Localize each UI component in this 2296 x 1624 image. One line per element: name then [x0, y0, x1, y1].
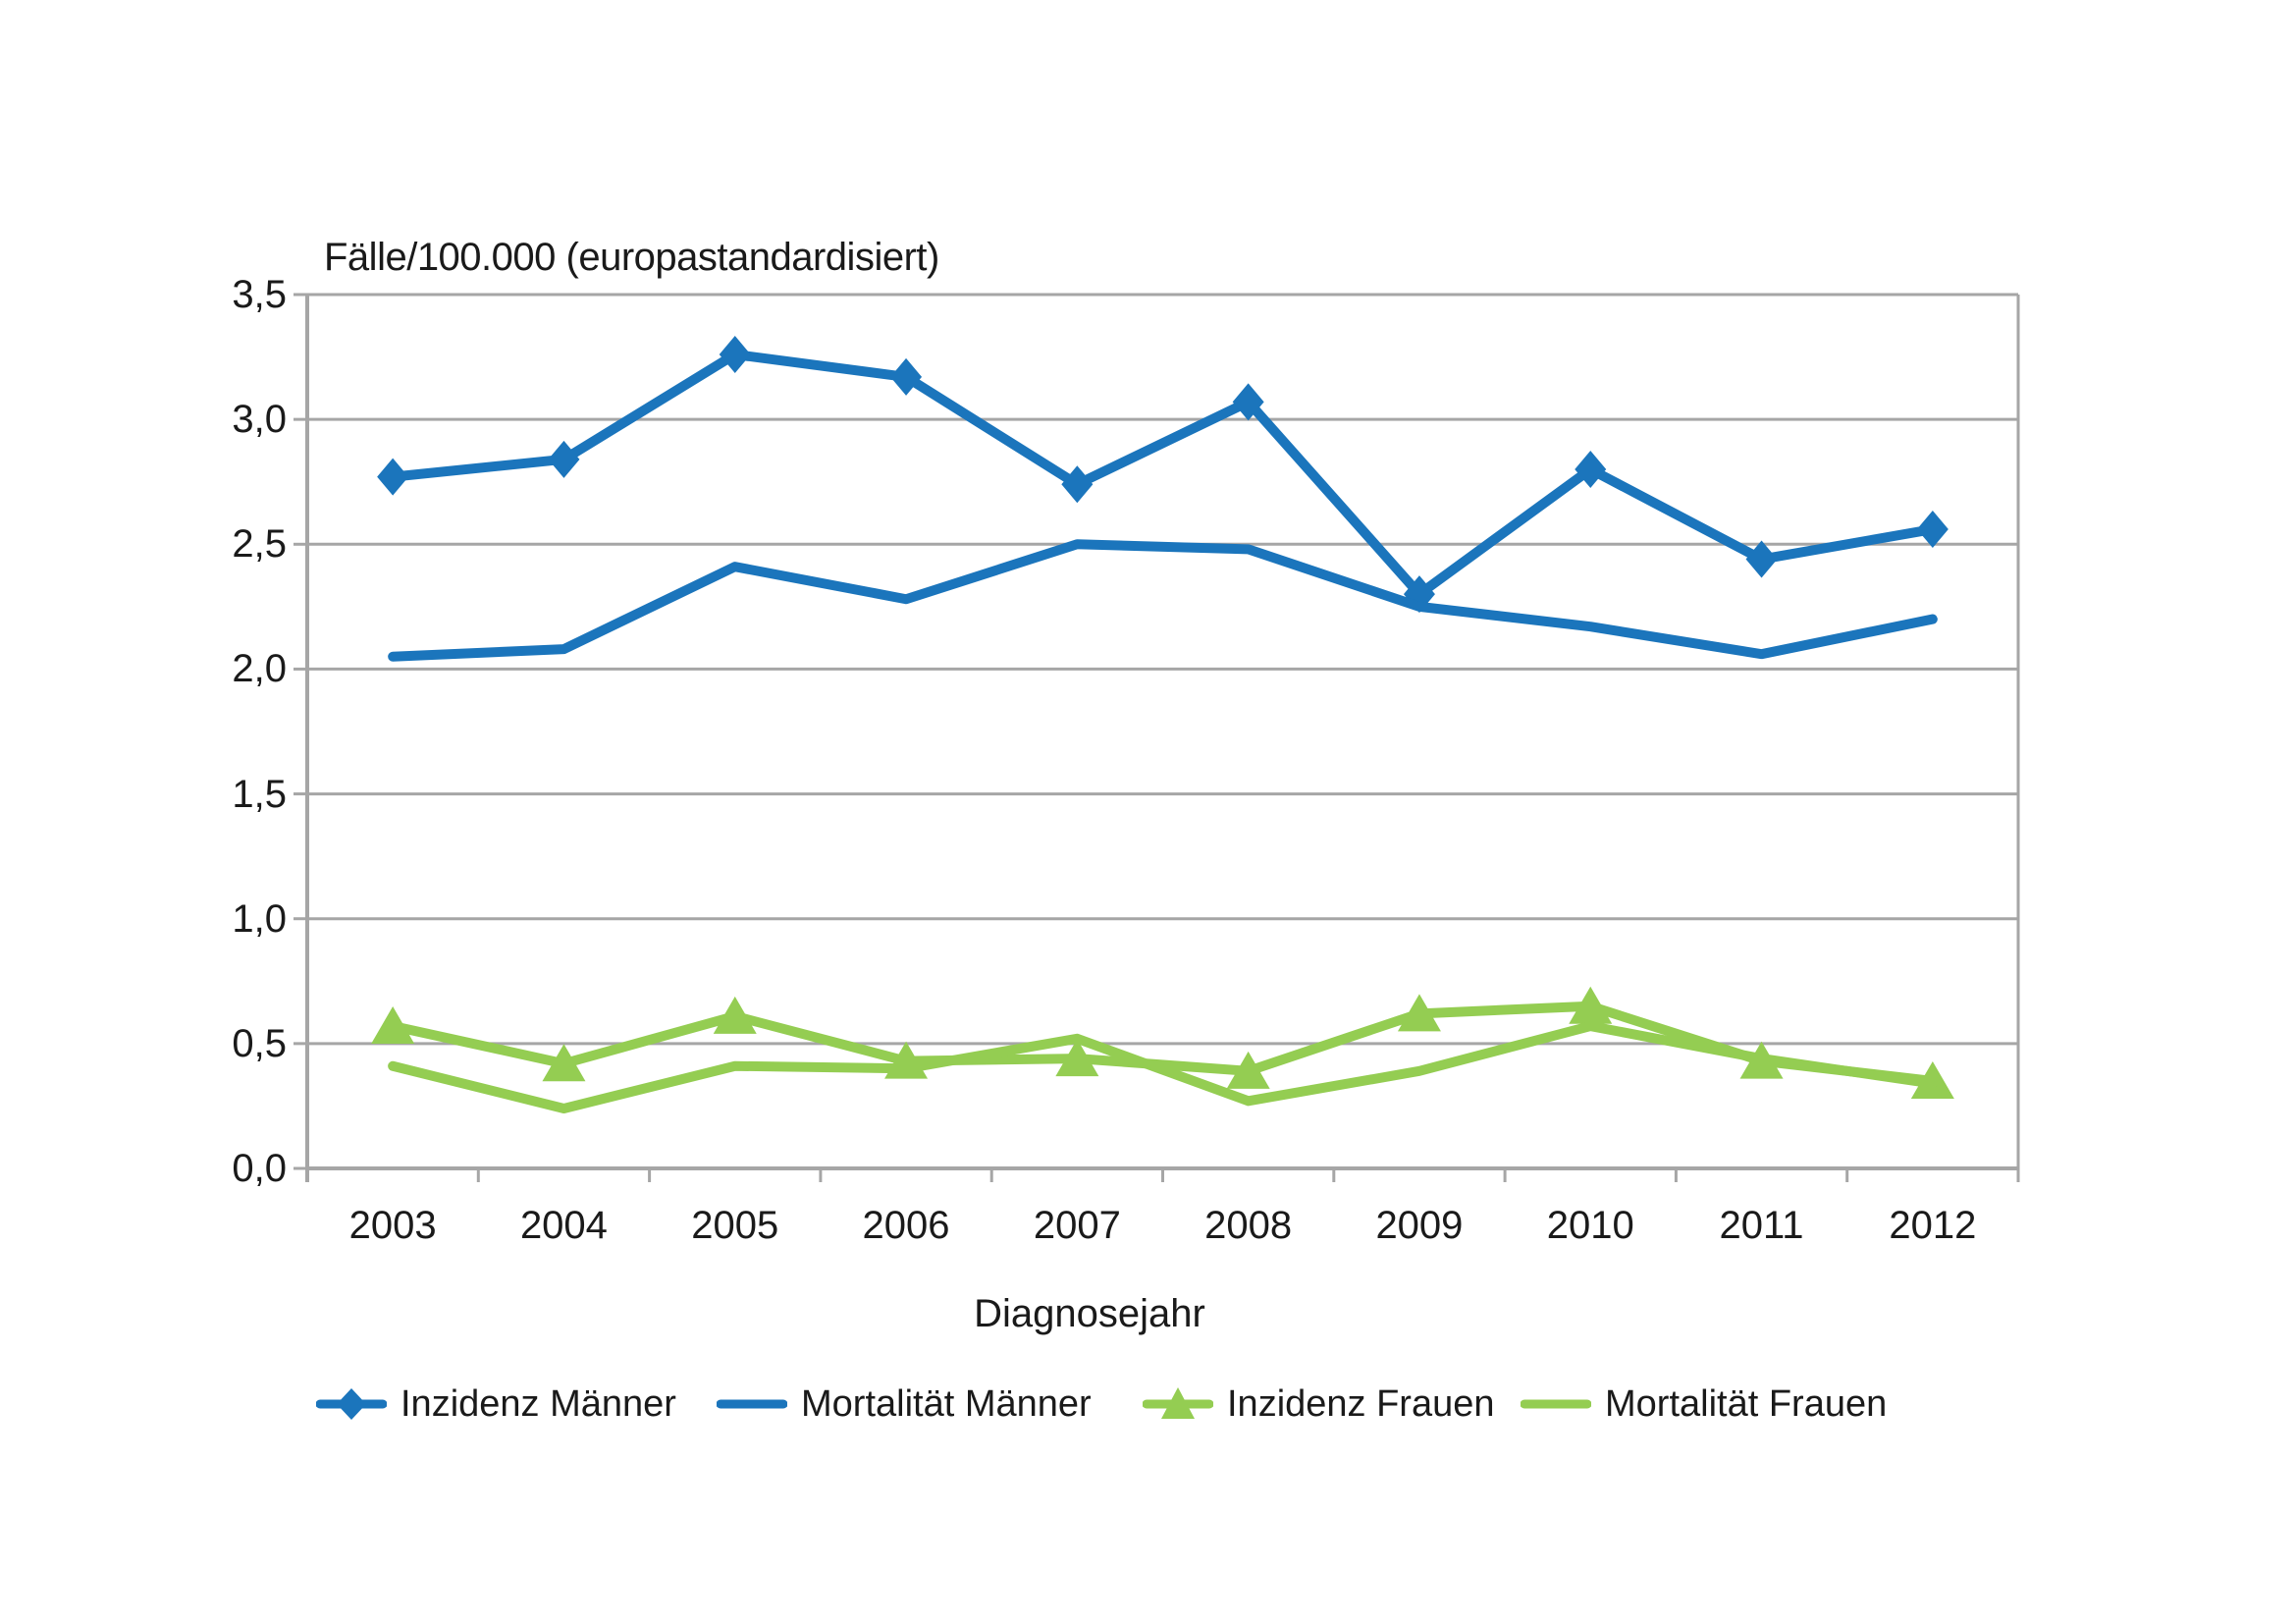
series-line-inzidenz-maenner — [388, 350, 1938, 600]
y-axis-tick-label: 2,5 — [232, 522, 287, 567]
data-point-marker-inzidenz-maenner — [1575, 451, 1607, 488]
x-axis-tick-label-2003: 2003 — [348, 1204, 437, 1247]
data-point-marker-inzidenz-frauen — [1055, 1039, 1099, 1077]
data-point-marker-inzidenz-maenner — [1745, 540, 1778, 578]
data-point-marker-inzidenz-frauen — [542, 1044, 586, 1082]
series-line-mortalitaet-frauen — [388, 1021, 1938, 1113]
chart-title: Fälle/100.000 (europastandardisiert) — [324, 236, 939, 279]
x-axis-tick-label-2010: 2010 — [1546, 1204, 1634, 1247]
data-point-marker-inzidenz-frauen — [713, 996, 757, 1034]
x-axis-tick-label-2007: 2007 — [1033, 1204, 1121, 1247]
x-axis-tick-label-2009: 2009 — [1375, 1204, 1464, 1247]
data-point-marker-inzidenz-maenner — [1232, 383, 1264, 421]
x-axis-tick-label-2006: 2006 — [862, 1204, 950, 1247]
y-axis-tick-label: 3,0 — [232, 398, 287, 442]
data-point-marker-inzidenz-frauen — [371, 1006, 415, 1045]
x-axis-tick-label-2004: 2004 — [519, 1204, 608, 1247]
x-axis-tick-label-2011: 2011 — [1719, 1204, 1804, 1247]
x-axis-title: Diagnosejahr — [974, 1292, 1205, 1335]
y-axis-tick-label: 2,0 — [232, 647, 287, 691]
data-point-marker-inzidenz-frauen — [1226, 1051, 1270, 1089]
series-line-mortalitaet-maenner — [388, 539, 1938, 662]
y-axis-tick-label: 0,0 — [232, 1147, 287, 1190]
data-point-marker-inzidenz-maenner — [890, 357, 923, 396]
data-point-marker-inzidenz-maenner — [377, 458, 409, 496]
data-point-marker-inzidenz-maenner — [719, 336, 751, 374]
x-axis-tick-label-2012: 2012 — [1889, 1204, 1977, 1247]
y-axis-tick-label: 1,0 — [232, 896, 287, 941]
x-axis-tick-label-2008: 2008 — [1204, 1204, 1293, 1247]
y-axis-tick-label: 3,5 — [232, 273, 287, 316]
y-axis-tick-label: 0,5 — [232, 1021, 287, 1065]
y-axis-tick-label: 1,5 — [232, 772, 287, 816]
x-axis-tick-label-2005: 2005 — [691, 1204, 779, 1247]
data-point-marker-inzidenz-maenner — [1916, 511, 1949, 549]
data-point-marker-inzidenz-maenner — [1061, 465, 1094, 504]
data-point-marker-inzidenz-maenner — [548, 440, 580, 478]
data-point-marker-inzidenz-frauen — [1397, 994, 1441, 1032]
data-point-marker-inzidenz-frauen — [1569, 986, 1613, 1024]
